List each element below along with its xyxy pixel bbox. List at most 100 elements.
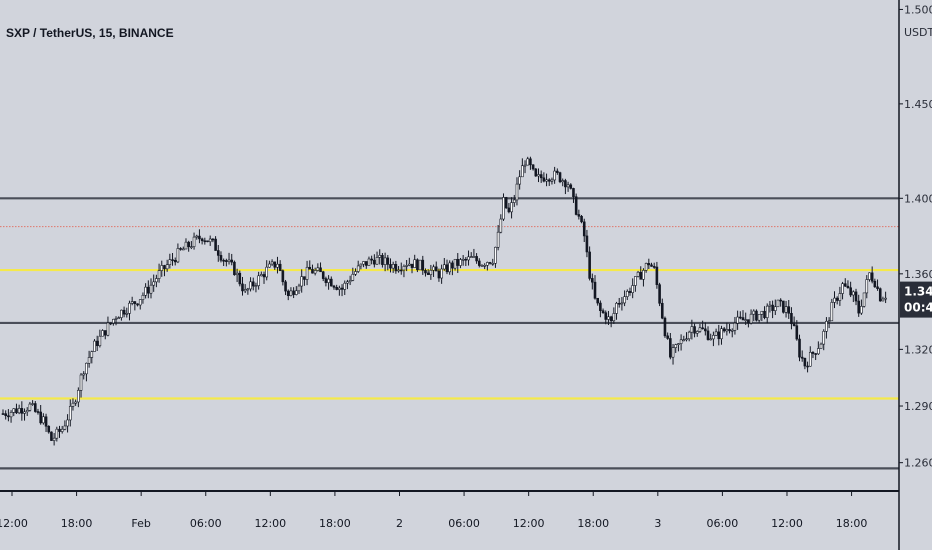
- candle: [230, 253, 234, 266]
- candle: [109, 322, 112, 326]
- currency-label: USDT: [904, 26, 932, 39]
- candle-body: [147, 286, 150, 294]
- candle: [464, 257, 468, 267]
- candle-body: [241, 283, 244, 292]
- candle-body: [787, 306, 791, 314]
- candle: [257, 271, 260, 290]
- candle-body: [488, 262, 492, 264]
- candle-body: [655, 266, 659, 285]
- candle: [12, 408, 16, 417]
- candle: [868, 272, 871, 282]
- candle-body: [160, 265, 164, 271]
- candle-body: [531, 164, 535, 170]
- candle-body: [720, 328, 723, 340]
- candle: [273, 261, 277, 270]
- candle-body: [262, 274, 266, 278]
- candle-body: [647, 263, 651, 266]
- candle-body: [712, 335, 715, 340]
- candle: [348, 275, 352, 286]
- candle: [246, 287, 250, 295]
- candle: [44, 413, 48, 432]
- candle: [308, 260, 312, 270]
- candle-body: [157, 270, 161, 279]
- candle-body: [739, 316, 742, 319]
- candle: [674, 343, 678, 353]
- candle-body: [615, 302, 618, 314]
- candle: [278, 260, 282, 272]
- candle-body: [300, 276, 303, 287]
- candle-body: [765, 305, 769, 318]
- candle-body: [685, 338, 688, 341]
- candle: [187, 240, 190, 252]
- candle: [321, 270, 325, 282]
- candle: [472, 248, 476, 258]
- candle-body: [741, 317, 745, 321]
- candle-body: [878, 288, 882, 302]
- x-axis[interactable]: 12:00 18:00 Feb 06:00 12:00 18:00 2 06:00 12:00 1…: [0, 491, 867, 530]
- candle-body: [529, 158, 532, 166]
- candle: [811, 351, 815, 359]
- candle: [327, 275, 330, 290]
- candle-body: [841, 283, 844, 294]
- candle: [475, 253, 478, 264]
- candle-body: [534, 168, 538, 177]
- candle: [432, 264, 435, 277]
- candle: [601, 308, 605, 314]
- candle: [843, 278, 847, 287]
- y-axis[interactable]: 1.260 1.290 1.320 1.360 1.400 1.450 1.500: [899, 3, 932, 470]
- candle-body: [636, 271, 640, 277]
- candle: [173, 257, 177, 266]
- candle: [66, 414, 69, 433]
- candle: [687, 330, 691, 342]
- candle: [521, 158, 524, 178]
- candle: [208, 235, 212, 246]
- candle-body: [556, 170, 559, 173]
- candle-body: [666, 335, 669, 339]
- candle-body: [819, 343, 823, 349]
- candle: [281, 269, 285, 286]
- candle-body: [456, 258, 460, 266]
- candle: [545, 173, 548, 187]
- candle: [152, 274, 155, 292]
- candle: [225, 258, 228, 267]
- candle: [7, 409, 10, 422]
- candle: [114, 316, 118, 326]
- candle-body: [52, 437, 56, 441]
- candle-body: [254, 285, 258, 287]
- candle-body: [68, 406, 72, 421]
- candle: [106, 316, 110, 337]
- candle: [838, 286, 842, 306]
- candle-body: [502, 197, 505, 220]
- candle-body: [512, 199, 516, 203]
- candle: [195, 234, 199, 240]
- candle: [144, 283, 147, 299]
- candle: [286, 289, 290, 301]
- candle: [410, 263, 414, 274]
- candle: [706, 326, 710, 341]
- candle: [593, 275, 597, 300]
- candle-body: [518, 176, 521, 185]
- candle: [870, 266, 874, 284]
- candle-body: [693, 326, 696, 334]
- candle: [332, 284, 336, 290]
- x-tick-label: Feb: [131, 517, 150, 530]
- candle-body: [596, 297, 599, 304]
- x-tick-label: 06:00: [707, 517, 739, 530]
- candle-body: [830, 302, 834, 322]
- candle-body: [227, 259, 231, 262]
- candle-body: [669, 338, 672, 358]
- candle-body: [432, 266, 435, 271]
- candle: [827, 317, 831, 329]
- candle: [362, 260, 365, 268]
- candle: [141, 292, 145, 304]
- candle-body: [278, 263, 282, 271]
- candle-body: [214, 238, 217, 251]
- candle: [644, 262, 648, 273]
- candle: [790, 307, 793, 330]
- candle-body: [671, 347, 675, 358]
- candle: [639, 266, 643, 280]
- y-tick-label: 1.320: [904, 343, 932, 356]
- candle: [138, 299, 142, 310]
- candle: [136, 303, 139, 307]
